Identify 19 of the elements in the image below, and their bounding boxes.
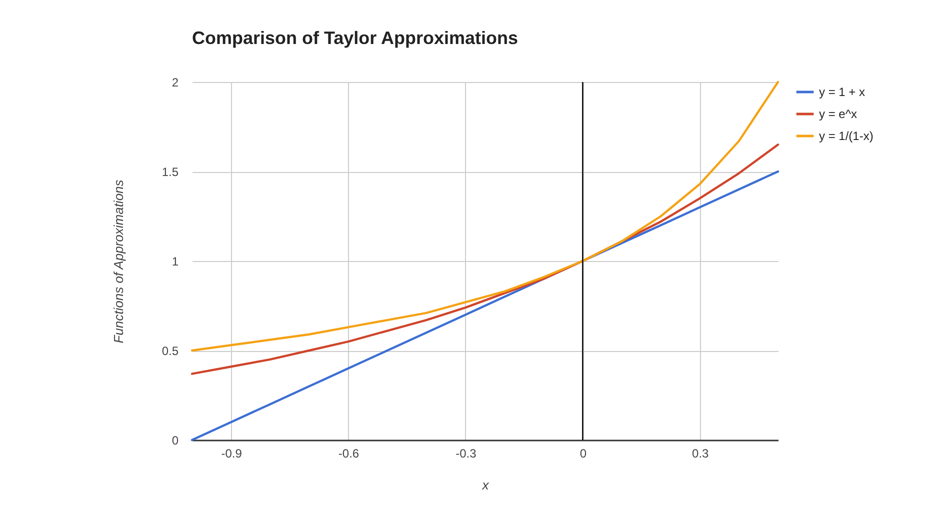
x-axis-title: x: [481, 478, 490, 492]
y-tick-label: 2: [172, 76, 179, 90]
y-axis-title: Functions of Approximations: [110, 179, 126, 344]
y-tick-label: 0: [172, 434, 179, 448]
x-tick-label: -0.3: [456, 446, 477, 460]
line-series: [190, 80, 780, 352]
chart-title: Comparison of Taylor Approximations: [192, 28, 518, 48]
legend-label: y = 1 + x: [819, 85, 866, 99]
x-tick-label: 0: [580, 446, 587, 460]
x-tick-label: 0.3: [692, 446, 710, 460]
line-series: [190, 144, 780, 375]
x-tick-label: -0.9: [221, 446, 242, 460]
y-tick-label: 1: [172, 254, 179, 268]
y-tick-label: 1.5: [162, 165, 179, 179]
x-tick-label: -0.6: [338, 446, 360, 460]
legend-label: y = 1/(1-x): [819, 129, 874, 143]
legend-label: y = e^x: [819, 107, 857, 121]
y-tick-label: 0.5: [162, 344, 179, 358]
line-series: [190, 170, 780, 442]
